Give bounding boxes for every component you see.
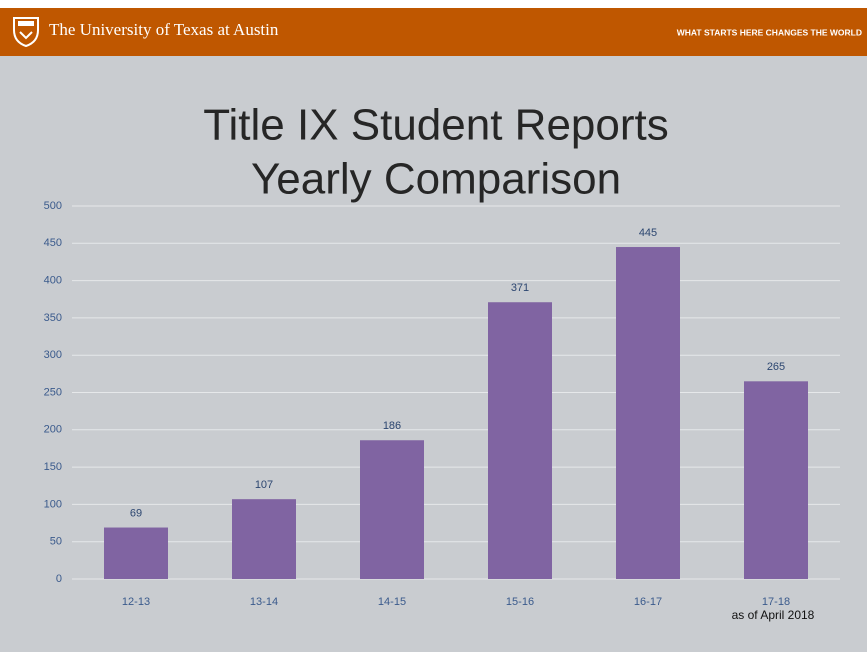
x-tick-label: 13-14	[250, 596, 278, 608]
logo	[13, 17, 39, 48]
x-tick-label: 16-17	[634, 596, 662, 608]
value-label: 107	[255, 479, 273, 491]
value-label: 445	[639, 227, 657, 239]
y-tick-label: 150	[44, 461, 62, 473]
chart-title: Yearly Comparison	[251, 155, 621, 204]
institution: The University of Texas at Austin	[49, 20, 279, 39]
tagline: WHAT STARTS HERE CHANGES THE WORLD	[677, 27, 862, 37]
header-bar	[0, 8, 867, 56]
y-tick-label: 0	[56, 573, 62, 585]
annotation: as of April 2018	[732, 608, 815, 622]
y-tick-label: 250	[44, 386, 62, 398]
y-tick-label: 100	[44, 498, 62, 510]
x-tick-label: 17-18	[762, 596, 790, 608]
value-label: 186	[383, 420, 401, 432]
x-tick-label: 12-13	[122, 596, 150, 608]
top-margin	[0, 0, 867, 8]
chart-title: Title IX Student Reports	[203, 101, 668, 150]
x-tick-label: 15-16	[506, 596, 534, 608]
bar	[488, 302, 552, 579]
x-tick-label: 14-15	[378, 596, 406, 608]
y-tick-label: 300	[44, 349, 62, 361]
value-label: 371	[511, 282, 529, 294]
y-tick-label: 200	[44, 424, 62, 436]
value-label: 265	[767, 361, 785, 373]
y-tick-label: 450	[44, 237, 62, 249]
y-tick-label: 400	[44, 275, 62, 287]
bar	[744, 381, 808, 579]
value-label: 69	[130, 507, 142, 519]
y-tick-label: 350	[44, 312, 62, 324]
bar	[616, 247, 680, 579]
y-tick-label: 50	[50, 536, 62, 548]
bar	[360, 440, 424, 579]
y-tick-label: 500	[44, 200, 62, 212]
bar	[232, 499, 296, 579]
bar	[104, 527, 168, 579]
